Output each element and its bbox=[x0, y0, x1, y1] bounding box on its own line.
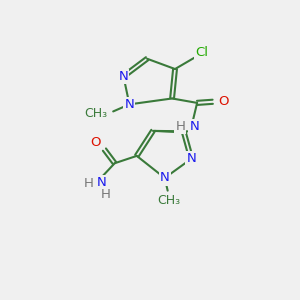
Text: O: O bbox=[218, 95, 229, 108]
Text: CH₃: CH₃ bbox=[84, 107, 107, 120]
Text: N: N bbox=[186, 152, 196, 165]
Text: H: H bbox=[176, 120, 185, 133]
Text: O: O bbox=[90, 136, 101, 149]
Text: H: H bbox=[84, 177, 94, 190]
Text: H: H bbox=[101, 188, 111, 201]
Text: N: N bbox=[118, 70, 128, 83]
Text: CH₃: CH₃ bbox=[158, 194, 181, 207]
Text: N: N bbox=[189, 120, 199, 133]
Text: N: N bbox=[97, 176, 106, 189]
Text: N: N bbox=[124, 98, 134, 111]
Text: Cl: Cl bbox=[195, 46, 208, 59]
Text: N: N bbox=[160, 172, 169, 184]
